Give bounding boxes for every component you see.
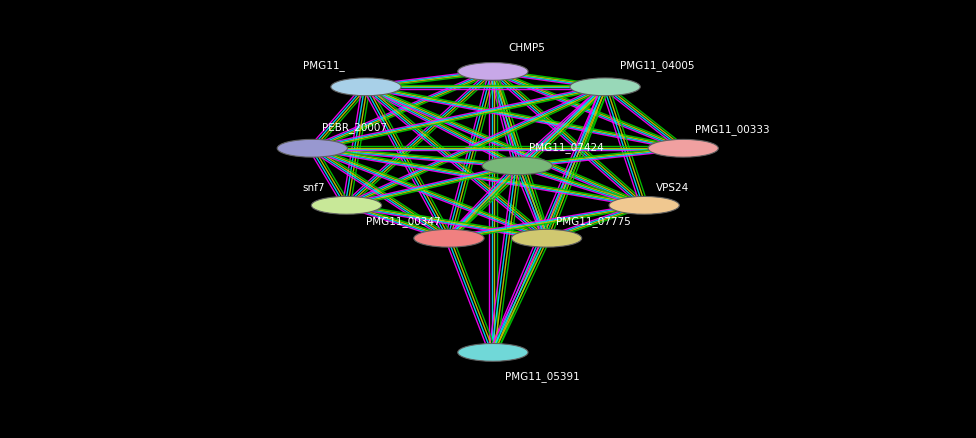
Ellipse shape <box>458 344 528 361</box>
Text: PEBR_20007: PEBR_20007 <box>322 122 387 132</box>
Ellipse shape <box>511 230 582 247</box>
Ellipse shape <box>414 230 484 247</box>
Text: snf7: snf7 <box>303 183 325 192</box>
Text: PMG11_04005: PMG11_04005 <box>620 60 694 71</box>
Text: PMG11_07775: PMG11_07775 <box>556 216 631 226</box>
Ellipse shape <box>648 140 718 158</box>
Ellipse shape <box>570 79 640 96</box>
Ellipse shape <box>331 79 401 96</box>
Text: PMG11_00333: PMG11_00333 <box>695 124 769 134</box>
Text: PMG11_00347: PMG11_00347 <box>366 216 440 226</box>
Ellipse shape <box>277 140 347 158</box>
Text: VPS24: VPS24 <box>656 183 689 192</box>
Ellipse shape <box>311 197 382 215</box>
Text: PMG11_07424: PMG11_07424 <box>529 141 604 152</box>
Text: PMG11_: PMG11_ <box>303 60 345 71</box>
Text: CHMP5: CHMP5 <box>508 43 546 53</box>
Ellipse shape <box>458 64 528 81</box>
Text: PMG11_05391: PMG11_05391 <box>505 370 580 381</box>
Ellipse shape <box>609 197 679 215</box>
Ellipse shape <box>482 158 552 175</box>
